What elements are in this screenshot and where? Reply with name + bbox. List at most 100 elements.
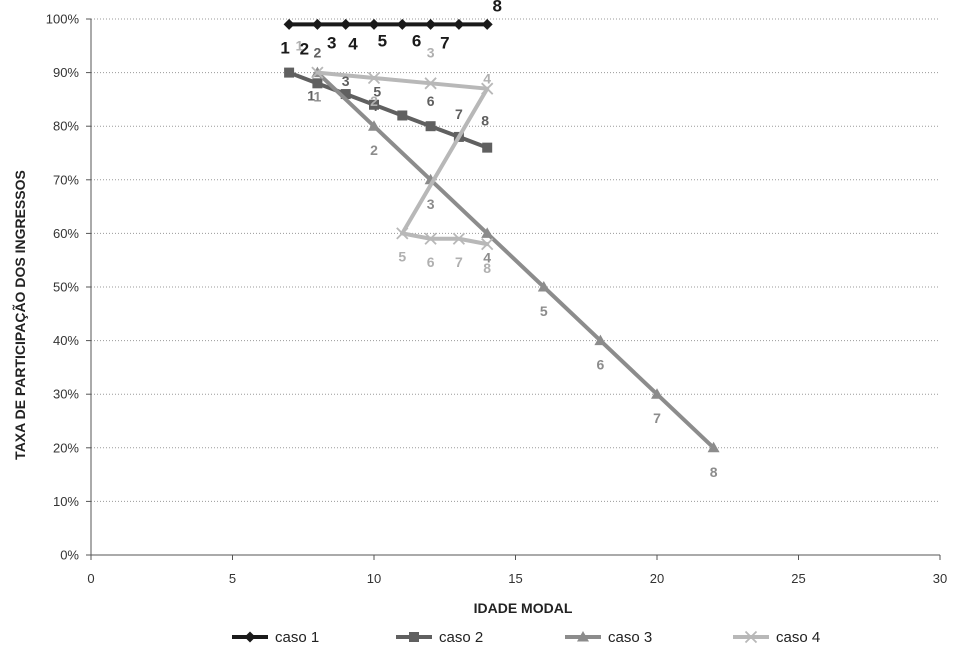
point-label: 6: [412, 31, 421, 50]
y-tick-label: 0%: [60, 548, 79, 563]
x-tick-label: 0: [87, 571, 94, 586]
point-label: 2: [370, 93, 378, 109]
point-label: 3: [427, 44, 435, 60]
data-point: [368, 18, 380, 30]
x-tick-label: 20: [650, 571, 664, 586]
point-label: 3: [327, 33, 336, 52]
data-point: [594, 334, 607, 346]
x-tick-label: 30: [933, 571, 947, 586]
point-label: 5: [540, 303, 548, 319]
legend-label: caso 4: [776, 629, 820, 646]
point-label: 2: [314, 44, 322, 60]
series-line: [315, 70, 490, 247]
x-tick-label: 25: [791, 571, 805, 586]
data-point: [396, 227, 409, 240]
legend-item: caso 4: [733, 629, 820, 646]
legend-marker: [744, 630, 758, 644]
point-label: 7: [440, 33, 449, 52]
point-label: 5: [378, 31, 387, 50]
point-label: 8: [492, 0, 501, 15]
series-line: [315, 70, 716, 450]
point-label: 3: [342, 73, 350, 89]
legend-marker: [409, 632, 419, 642]
data-point: [424, 77, 437, 90]
point-label: 2: [300, 39, 309, 58]
point-label: 8: [483, 260, 491, 276]
series-caso-3: [311, 66, 720, 453]
legend-label: caso 2: [439, 629, 483, 646]
x-tick-label: 5: [229, 571, 236, 586]
data-point: [537, 281, 550, 292]
y-tick-label: 60%: [53, 226, 79, 241]
point-label: 1: [314, 89, 322, 105]
data-point: [651, 388, 663, 399]
data-point: [311, 18, 323, 30]
marker-stroke: [367, 71, 381, 85]
x-tick-label: 10: [367, 571, 381, 586]
point-label: 7: [653, 410, 661, 426]
y-tick-label: 80%: [53, 119, 79, 134]
legend-item: caso 1: [232, 629, 319, 646]
legend-item: caso 2: [396, 629, 483, 646]
y-tick-label: 20%: [53, 440, 79, 455]
y-tick-label: 70%: [53, 172, 79, 187]
data-point: [452, 232, 466, 245]
data-point: [481, 82, 494, 95]
data-point: [424, 232, 437, 245]
y-axis-title: TAXA DE PARTICIPAÇÃO DOS INGRESSOS: [11, 170, 28, 460]
point-label: 2: [370, 142, 378, 158]
marker-stroke: [452, 232, 466, 245]
data-point: [707, 441, 720, 453]
point-label: 1: [307, 88, 315, 104]
data-point: [283, 18, 295, 30]
data-point: [340, 89, 351, 100]
data-point: [311, 66, 324, 79]
legend-label: caso 1: [275, 629, 319, 646]
data-point: [396, 18, 408, 30]
y-tick-label: 100%: [46, 12, 80, 27]
data-point: [425, 121, 436, 132]
data-point: [367, 71, 381, 85]
legend-marker: [244, 631, 256, 643]
y-tick-label: 30%: [53, 387, 79, 402]
data-point: [453, 18, 465, 30]
data-point: [284, 67, 295, 78]
data-point: [312, 78, 323, 89]
legend: caso 1 caso 2 caso 3 caso 4: [232, 629, 820, 646]
y-tick-label: 90%: [53, 65, 79, 80]
point-label: 4: [483, 249, 491, 265]
point-label: 1: [296, 38, 304, 54]
data-point: [340, 18, 352, 30]
data-point: [481, 237, 494, 251]
gridlines: [91, 18, 940, 502]
marker-stroke: [744, 630, 758, 644]
point-label: 4: [348, 34, 358, 53]
data-point: [481, 227, 494, 238]
series-area: [283, 18, 720, 453]
point-label: 4: [370, 98, 378, 114]
point-label: 8: [481, 113, 489, 129]
y-tick-label: 10%: [53, 494, 79, 509]
axes: 0%10%20%30%40%50%60%70%80%90%100%0 5 10 15 2…: [46, 12, 947, 587]
point-label: 7: [455, 106, 463, 122]
y-tick-label: 40%: [53, 333, 79, 348]
data-point: [369, 99, 379, 110]
point-label: 6: [597, 357, 605, 373]
legend-item: caso 3: [565, 629, 652, 646]
data-point: [482, 142, 493, 153]
data-point: [425, 18, 437, 30]
data-point: [481, 18, 493, 30]
point-label: 4: [483, 71, 491, 87]
point-label: 7: [455, 254, 463, 270]
point-label: 6: [427, 93, 435, 109]
data-point: [368, 120, 380, 131]
marker-stroke: [424, 232, 437, 245]
marker-stroke: [311, 66, 324, 79]
marker-stroke: [396, 227, 409, 240]
y-tick-label: 50%: [53, 280, 79, 295]
point-label: 5: [373, 83, 381, 99]
point-label: 5: [398, 248, 406, 264]
x-axis-title: IDADE MODAL: [474, 600, 573, 616]
point-label: 6: [427, 254, 435, 270]
